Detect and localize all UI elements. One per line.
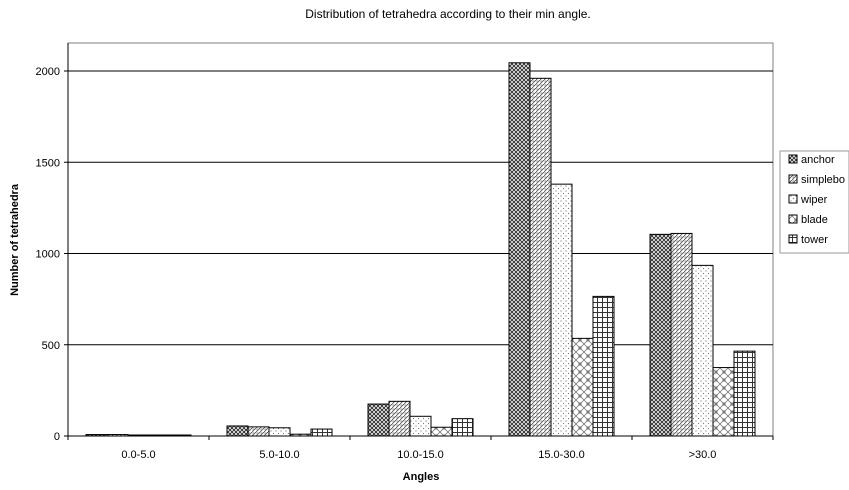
- bar-anchor-3: [508, 62, 531, 437]
- bar-anchor-4: [649, 233, 672, 437]
- legend: anchor simplebo wiper blade tower: [779, 150, 849, 254]
- legend-label-anchor: anchor: [801, 154, 835, 166]
- bar-tower-4: [733, 350, 756, 437]
- legend-swatch-wiper: [788, 194, 798, 204]
- legend-label-simplebo: simplebo: [801, 174, 845, 186]
- x-tick-label: 0.0-5.0: [121, 449, 155, 461]
- legend-swatch-blade: [788, 214, 798, 224]
- bar-tower-1: [310, 428, 333, 437]
- bar-anchor-1: [226, 425, 249, 437]
- x-tick-label: 15.0-30.0: [538, 449, 584, 461]
- legend-label-blade: blade: [801, 214, 828, 226]
- x-tick-label: 10.0-15.0: [397, 449, 443, 461]
- bar-simplebo-4: [670, 232, 693, 437]
- y-tick-label: 1000: [36, 249, 60, 261]
- bar-wiper-1: [268, 427, 291, 437]
- y-tick-label: 500: [42, 340, 60, 352]
- bar-simplebo-3: [529, 77, 552, 437]
- bar-simplebo-2: [388, 400, 411, 437]
- bars: [85, 62, 756, 437]
- x-tick-label: >30.0: [689, 449, 717, 461]
- chart-title: Distribution of tetrahedra according to …: [305, 7, 591, 21]
- axes: 0 500 1000 1500 2000 0.0-5.0 5.0-10.0 10.0-15.0…: [36, 43, 774, 461]
- bar-wiper-3: [550, 183, 573, 437]
- y-axis-title: Number of tetrahedra: [9, 183, 21, 296]
- x-axis-title: Angles: [403, 471, 440, 483]
- legend-swatch-anchor: [788, 154, 798, 164]
- x-tick-label: 5.0-10.0: [259, 449, 299, 461]
- legend-label-wiper: wiper: [800, 194, 828, 206]
- bar-tower-3: [592, 295, 615, 437]
- y-tick-label: 1500: [36, 157, 60, 169]
- bar-blade-2: [430, 426, 453, 437]
- legend-label-tower: tower: [801, 234, 828, 246]
- y-tick-label: 2000: [36, 66, 60, 78]
- bar-simplebo-1: [247, 426, 270, 437]
- bar-wiper-4: [691, 264, 714, 437]
- legend-swatch-simplebo: [788, 174, 798, 184]
- bar-anchor-2: [367, 403, 390, 437]
- bar-wiper-2: [409, 415, 432, 437]
- bar-blade-3: [571, 337, 594, 437]
- bar-blade-4: [712, 367, 735, 437]
- bar-tower-2: [451, 418, 474, 437]
- y-tick-label: 0: [54, 431, 60, 443]
- legend-swatch-tower: [788, 234, 798, 244]
